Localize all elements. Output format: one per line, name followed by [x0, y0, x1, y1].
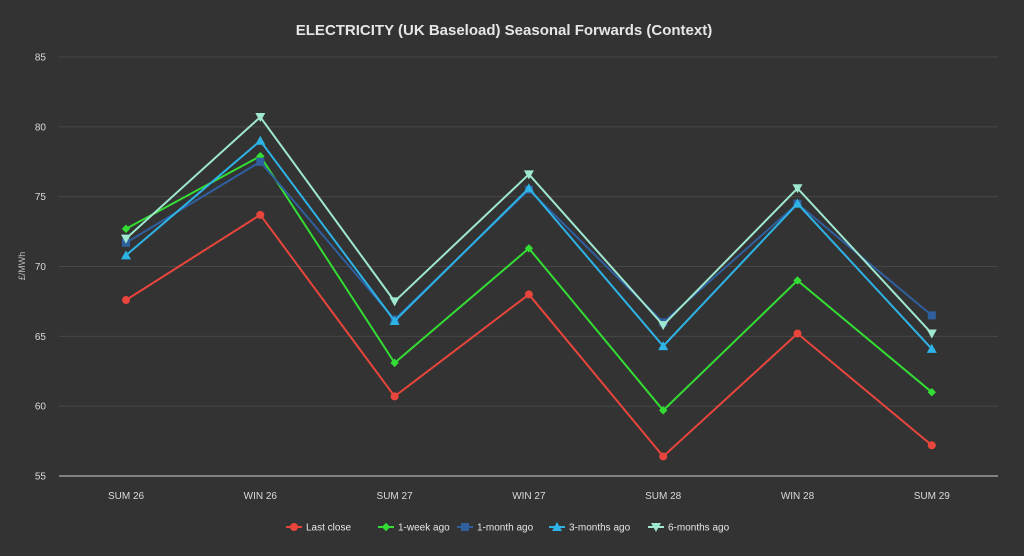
legend-marker[interactable] — [651, 523, 661, 532]
data-point[interactable] — [121, 250, 131, 260]
data-point[interactable] — [255, 113, 266, 123]
x-tick-label: WIN 28 — [781, 491, 815, 502]
legend-marker[interactable] — [552, 522, 562, 531]
x-tick-label: SUM 27 — [377, 491, 414, 502]
data-point[interactable] — [390, 358, 399, 368]
data-point[interactable] — [256, 210, 265, 219]
data-point[interactable] — [523, 183, 534, 193]
data-point[interactable] — [389, 315, 400, 325]
x-tick-label: SUM 28 — [645, 491, 682, 502]
data-point[interactable] — [658, 341, 669, 351]
data-point[interactable] — [926, 329, 937, 339]
data-point[interactable] — [659, 452, 668, 461]
series-1-month-ago — [122, 157, 936, 327]
data-point[interactable] — [121, 224, 131, 233]
data-point[interactable] — [927, 311, 936, 320]
data-point[interactable] — [658, 321, 669, 331]
series-line — [125, 115, 933, 335]
legend-label: 3-months ago — [569, 523, 631, 534]
y-axis-ticks: 55 60 65 70 75 80 85 — [35, 53, 47, 483]
x-tick-label: WIN 27 — [512, 491, 546, 502]
data-point[interactable] — [256, 157, 265, 166]
data-point[interactable] — [793, 329, 802, 338]
legend-item[interactable]: 3-months ago — [549, 522, 631, 534]
data-point[interactable] — [121, 234, 131, 244]
data-point[interactable] — [792, 198, 803, 208]
x-tick-label: SUM 26 — [108, 491, 145, 502]
legend-marker[interactable] — [381, 522, 391, 532]
y-tick-label: 55 — [35, 472, 47, 483]
data-point[interactable] — [523, 170, 534, 180]
y-tick-label: 80 — [35, 122, 47, 133]
x-tick-label: WIN 26 — [244, 491, 278, 502]
y-tick-label: 85 — [35, 53, 47, 64]
x-axis-ticks: SUM 26 WIN 26 SUM 27 WIN 27 SUM 28 WIN 28 SUM … — [108, 491, 950, 502]
data-point[interactable] — [792, 184, 803, 194]
y-tick-label: 75 — [35, 192, 47, 203]
y-tick-label: 60 — [35, 402, 47, 413]
legend-label: 1-week ago — [398, 523, 450, 534]
legend-marker[interactable] — [461, 523, 469, 531]
series-layer — [121, 113, 937, 461]
data-point[interactable] — [793, 276, 802, 285]
series-3-months-ago — [121, 135, 937, 353]
legend-item[interactable]: 6-months ago — [648, 523, 730, 534]
series-6-months-ago — [121, 113, 937, 339]
data-point[interactable] — [524, 290, 533, 299]
legend-label: Last close — [306, 523, 351, 534]
data-point[interactable] — [524, 244, 534, 253]
grid-layer — [59, 56, 998, 407]
data-point[interactable] — [927, 388, 936, 397]
y-tick-label: 70 — [35, 262, 47, 273]
y-axis-label: £/MWh — [17, 252, 27, 281]
data-point[interactable] — [926, 343, 937, 353]
legend-label: 1-month ago — [477, 523, 534, 534]
legend-item[interactable]: Last close — [286, 523, 351, 534]
legend-item[interactable]: 1-month ago — [457, 523, 534, 534]
data-point[interactable] — [255, 135, 266, 145]
legend: Last close 1-week ago 1-month ago 3-months … — [286, 522, 730, 534]
legend-marker[interactable] — [290, 523, 298, 531]
series-line — [125, 154, 933, 412]
chart-title: ELECTRICITY (UK Baseload) Seasonal Forwa… — [296, 22, 712, 39]
data-point[interactable] — [659, 406, 668, 415]
y-tick-label: 65 — [35, 332, 47, 343]
legend-item[interactable]: 1-week ago — [378, 523, 450, 534]
series-last-close — [122, 210, 936, 461]
legend-label: 6-months ago — [668, 523, 730, 534]
data-point[interactable] — [927, 441, 936, 450]
data-point[interactable] — [122, 296, 130, 305]
x-tick-label: SUM 29 — [914, 491, 951, 502]
data-point[interactable] — [389, 297, 400, 307]
data-point[interactable] — [390, 392, 399, 401]
